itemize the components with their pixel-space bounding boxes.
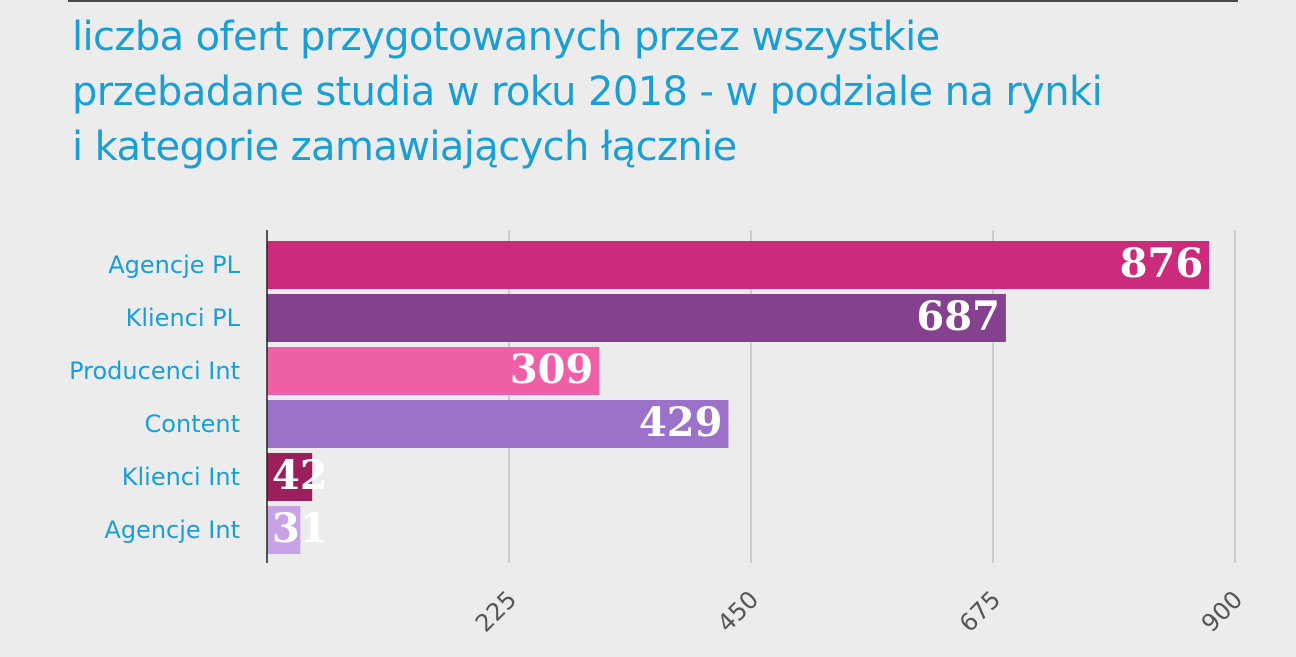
x-tick-label-675: 675 — [954, 585, 1006, 637]
chart-title: liczba ofert przygotowanych przez wszyst… — [72, 10, 1262, 175]
category-label-1: Klienci PL — [126, 304, 241, 332]
category-label-0: Agencje PL — [108, 251, 240, 279]
x-tick-label-900: 900 — [1196, 585, 1248, 637]
bar-4 — [267, 453, 313, 501]
value-label-4: 42 — [272, 452, 328, 499]
x-tick-label-450: 450 — [712, 585, 764, 637]
top-rule — [68, 0, 1238, 2]
chart-title-line-1: liczba ofert przygotowanych przez wszyst… — [72, 14, 940, 60]
category-label-3: Content — [145, 410, 240, 438]
category-label-4: Klienci Int — [122, 463, 240, 491]
bar-5 — [267, 506, 301, 554]
category-label-2: Producenci Int — [69, 357, 240, 385]
x-tick-label-225: 225 — [470, 585, 522, 637]
chart-title-line-2: przebadane studia w roku 2018 - w podzia… — [72, 69, 1103, 115]
value-label-0: 876 — [1120, 240, 1204, 287]
bar-2 — [267, 347, 600, 395]
chart-title-line-3: i kategorie zamawiających łącznie — [72, 124, 737, 170]
value-label-2: 309 — [510, 346, 594, 393]
value-label-5: 31 — [272, 505, 328, 552]
category-label-5: Agencje Int — [104, 516, 240, 544]
value-label-3: 429 — [639, 399, 723, 446]
bar-0 — [267, 241, 1210, 289]
value-label-1: 687 — [916, 293, 1000, 340]
bar-3 — [267, 400, 729, 448]
bar-1 — [267, 294, 1006, 342]
